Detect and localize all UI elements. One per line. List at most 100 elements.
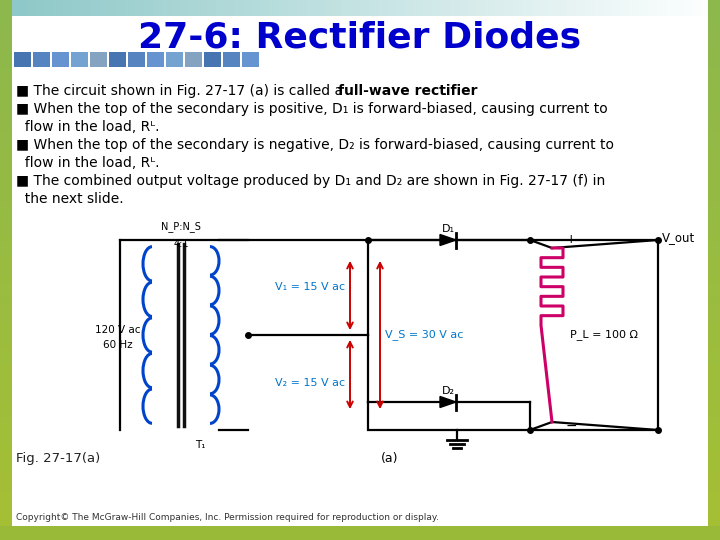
Bar <box>204 52 221 67</box>
Bar <box>708 289 720 297</box>
Text: D₂: D₂ <box>441 386 454 396</box>
Bar <box>708 417 720 426</box>
Bar <box>0 168 12 176</box>
Text: P_L = 100 Ω: P_L = 100 Ω <box>570 329 638 340</box>
Bar <box>594 0 604 16</box>
Bar <box>708 93 720 102</box>
Bar <box>117 0 127 16</box>
Text: V_out: V_out <box>662 232 696 245</box>
Bar <box>52 52 69 67</box>
Bar <box>708 127 720 135</box>
Bar <box>135 0 145 16</box>
Bar <box>81 0 91 16</box>
Bar <box>0 141 12 148</box>
Bar <box>99 0 109 16</box>
Bar <box>109 52 126 67</box>
Bar <box>0 107 12 115</box>
Bar <box>708 215 720 222</box>
Bar <box>189 0 199 16</box>
Bar <box>54 0 64 16</box>
Bar <box>708 485 720 492</box>
Bar <box>0 424 12 432</box>
Bar <box>585 0 595 16</box>
Bar <box>0 323 12 330</box>
Bar <box>0 269 12 276</box>
Text: full-wave rectifier: full-wave rectifier <box>338 84 477 98</box>
Bar <box>0 478 12 486</box>
Bar <box>432 0 442 16</box>
Text: −: − <box>566 419 577 433</box>
Bar <box>708 505 720 513</box>
Bar <box>708 46 720 54</box>
Bar <box>27 0 37 16</box>
Text: V₁ = 15 V ac: V₁ = 15 V ac <box>275 282 345 293</box>
Text: .: . <box>443 84 447 98</box>
Bar <box>708 532 720 540</box>
Polygon shape <box>440 234 456 246</box>
Bar <box>0 431 12 438</box>
Bar <box>693 0 703 16</box>
Bar <box>126 0 136 16</box>
Bar <box>0 505 12 513</box>
Bar <box>708 397 720 405</box>
Bar <box>36 0 46 16</box>
Bar <box>0 235 12 243</box>
Bar <box>708 363 720 372</box>
Text: +: + <box>566 233 577 246</box>
Bar <box>708 303 720 310</box>
Bar <box>0 276 12 284</box>
Bar <box>216 0 226 16</box>
Bar <box>708 201 720 209</box>
Bar <box>708 147 720 156</box>
Bar <box>708 330 720 338</box>
Bar <box>708 296 720 303</box>
Bar <box>708 114 720 122</box>
Bar <box>708 269 720 276</box>
Bar <box>708 0 720 6</box>
Bar <box>0 404 12 411</box>
Bar <box>306 0 316 16</box>
Bar <box>0 127 12 135</box>
Bar <box>0 222 12 230</box>
Polygon shape <box>440 396 456 408</box>
Bar <box>0 12 12 20</box>
Bar <box>33 52 50 67</box>
Bar <box>639 0 649 16</box>
Bar <box>405 0 415 16</box>
Bar <box>0 154 12 162</box>
Bar <box>708 390 720 399</box>
Bar <box>180 0 190 16</box>
Bar <box>708 242 720 249</box>
Bar <box>708 154 720 162</box>
Bar <box>708 309 720 317</box>
Bar <box>0 343 12 351</box>
Bar <box>185 52 202 67</box>
Bar <box>702 0 712 16</box>
Bar <box>666 0 676 16</box>
Bar <box>675 0 685 16</box>
Bar <box>708 33 720 40</box>
Bar <box>0 188 12 195</box>
Bar <box>708 438 720 446</box>
Bar <box>708 478 720 486</box>
Bar <box>708 255 720 263</box>
Bar <box>0 417 12 426</box>
Bar <box>708 512 720 519</box>
Bar <box>225 0 235 16</box>
Bar <box>708 161 720 168</box>
Bar <box>708 431 720 438</box>
Text: ■ When the top of the secondary is negative, D₂ is forward-biased, causing curre: ■ When the top of the secondary is negat… <box>16 138 614 152</box>
Bar <box>468 0 478 16</box>
Bar <box>207 0 217 16</box>
Bar <box>387 0 397 16</box>
Bar <box>0 303 12 310</box>
Bar <box>0 93 12 102</box>
Text: 60 Hz: 60 Hz <box>103 340 132 350</box>
Bar <box>72 0 82 16</box>
Bar <box>0 458 12 465</box>
Text: 120 V ac: 120 V ac <box>95 325 140 335</box>
Bar <box>0 215 12 222</box>
Bar <box>71 52 88 67</box>
Bar <box>708 249 720 256</box>
Bar <box>486 0 496 16</box>
